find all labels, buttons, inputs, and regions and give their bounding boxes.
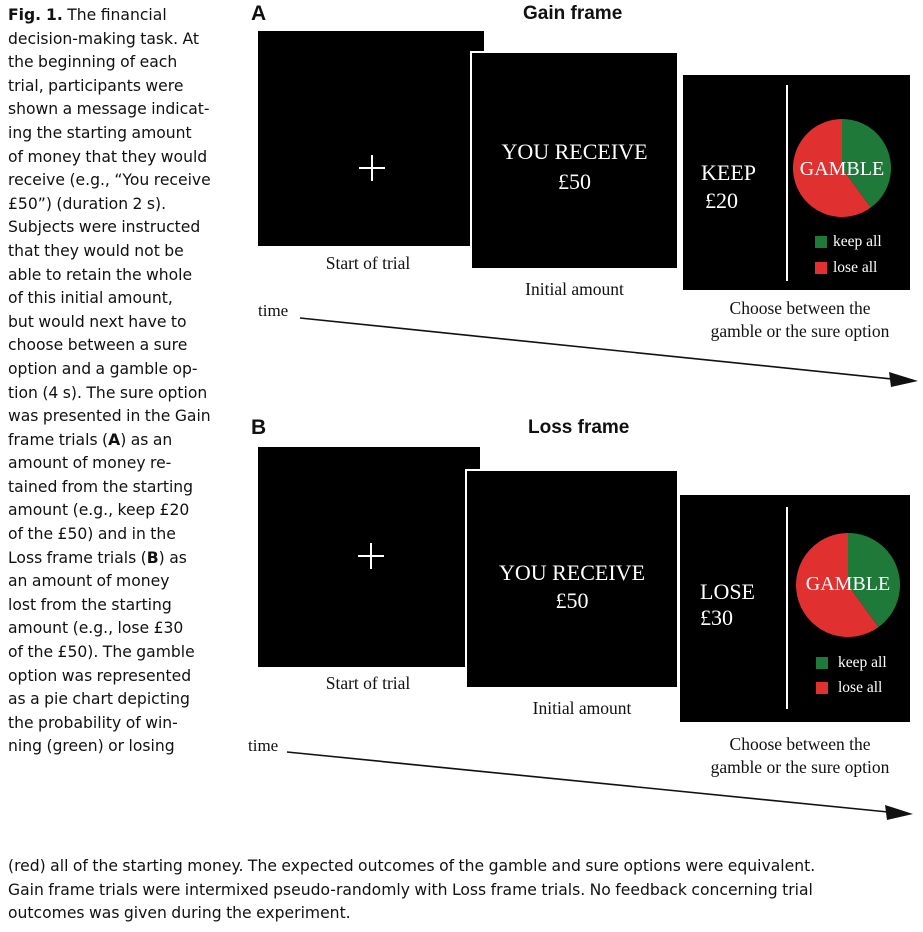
caption-line: Loss frame trials ( <box>8 548 147 567</box>
caption-line: of the £50) and in the <box>8 525 176 544</box>
caption-line: as a pie chart depicting <box>8 690 190 709</box>
figure-label: Fig. 1. <box>8 6 63 24</box>
caption-line: of money that they would <box>8 147 208 166</box>
choice-divider <box>786 507 788 709</box>
caption-line: able to retain the whole <box>8 265 193 284</box>
panel-ref-a: A <box>108 430 121 449</box>
pie-slice-lose <box>792 119 871 217</box>
pie-slice-keep <box>842 119 891 208</box>
legend-keep-text: keep all <box>838 654 887 671</box>
caption-line: ) as <box>158 548 187 567</box>
time-arrowhead-a <box>889 372 918 387</box>
sure-option-text: KEEP <box>701 160 756 185</box>
initial-amount-value: £50 <box>555 588 589 613</box>
caption-line: amount (e.g., lose £30 <box>8 619 184 638</box>
caption-line: receive (e.g., “You receive <box>8 171 211 190</box>
caption-line: tained from the starting <box>8 477 194 496</box>
choose-label-line: gamble or the sure option <box>710 321 890 341</box>
choice-divider <box>786 85 788 281</box>
caption-line: amount of money re- <box>8 454 172 473</box>
initial-amount-label: Initial amount <box>525 279 624 299</box>
choice-screen: LOSE £30 GAMBLE keep all lose all <box>680 495 910 722</box>
caption-line: outcomes was given during the experiment… <box>8 904 351 923</box>
time-label: time <box>248 736 279 755</box>
fixation-cross-icon <box>358 543 384 569</box>
caption-line: was presented in the Gain <box>8 407 211 426</box>
gamble-label: GAMBLE <box>805 573 891 595</box>
caption-line: an amount of money <box>8 572 170 591</box>
legend-keep-text: keep all <box>833 233 882 250</box>
choice-screen: KEEP £20 GAMBLE keep all lose all <box>683 75 910 290</box>
figure-caption-side: Fig. 1. The financial decision-making ta… <box>8 4 246 759</box>
caption-line: ) as an <box>120 430 173 449</box>
start-of-trial-screen <box>258 447 480 667</box>
time-arrow-line-a <box>299 317 893 380</box>
sure-option-value: £30 <box>700 605 733 630</box>
caption-line: (red) all of the starting money. The exp… <box>8 857 816 875</box>
legend-lose-swatch <box>815 262 827 274</box>
caption-line: ning (green) or losing <box>8 737 175 756</box>
pie-slice-keep <box>848 533 900 628</box>
caption-line: Subjects were instructed <box>8 218 201 237</box>
initial-amount-screen: YOU RECEIVE £50 <box>472 53 677 268</box>
choose-label: Choose between the gamble or the sure op… <box>680 733 920 779</box>
sure-option-text: LOSE <box>700 579 755 604</box>
gamble-pie-chart <box>795 533 900 637</box>
gamble-pie-chart <box>792 119 891 217</box>
caption-line: the probability of win- <box>8 713 178 732</box>
caption-line: The financial <box>62 6 167 24</box>
caption-line: of this initial amount, <box>8 289 173 308</box>
caption-line: decision-making task. At <box>8 29 199 48</box>
legend-lose-swatch <box>816 682 828 694</box>
choose-label-line: gamble or the sure option <box>710 757 890 777</box>
caption-line: ing the starting amount <box>8 123 192 142</box>
choose-label: Choose between the gamble or the sure op… <box>680 297 920 343</box>
start-of-trial-label: Start of trial <box>325 673 411 693</box>
initial-amount-label: Initial amount <box>532 698 632 718</box>
start-of-trial-label: Start of trial <box>325 253 411 273</box>
caption-line: that they would not be <box>8 241 184 260</box>
caption-line: but would next have to <box>8 312 187 331</box>
fixation-cross-icon <box>359 155 385 181</box>
caption-line: Gain frame trials were intermixed pseudo… <box>8 880 813 899</box>
caption-line: £50”) (duration 2 s). <box>8 194 167 213</box>
time-arrowhead-b <box>885 805 913 820</box>
legend-keep-swatch <box>816 657 828 669</box>
pie-slice-lose <box>795 533 879 637</box>
caption-line: choose between a sure <box>8 336 188 355</box>
sure-option-value: £20 <box>705 188 738 213</box>
frame-title: Loss frame <box>528 417 630 438</box>
caption-line: the beginning of each <box>8 53 178 72</box>
caption-line: lost from the starting <box>8 595 172 614</box>
initial-amount-value: £50 <box>558 169 591 194</box>
panel-letter: B <box>251 416 267 439</box>
caption-line: amount (e.g., keep £20 <box>8 501 190 520</box>
caption-line: tion (4 s). The sure option <box>8 383 208 402</box>
choose-label-line: Choose between the <box>729 734 871 754</box>
initial-amount-screen: YOU RECEIVE £50 <box>467 471 677 687</box>
panel-ref-b: B <box>146 548 159 567</box>
initial-amount-text: YOU RECEIVE <box>501 139 648 164</box>
legend-keep-swatch <box>815 236 827 248</box>
time-label: time <box>258 301 289 320</box>
time-arrow-line-b <box>286 751 889 813</box>
panel-letter: A <box>251 2 267 25</box>
initial-amount-text: YOU RECEIVE <box>498 560 646 585</box>
choose-label-line: Choose between the <box>729 298 871 318</box>
figure-caption-bottom: (red) all of the starting money. The exp… <box>8 855 918 926</box>
legend-lose-text: lose all <box>833 259 878 276</box>
caption-line: shown a message indicat- <box>8 100 210 119</box>
legend-lose-text: lose all <box>838 679 883 696</box>
gamble-label: GAMBLE <box>799 158 885 180</box>
caption-line: frame trials ( <box>8 430 109 449</box>
caption-line: option was represented <box>8 666 192 685</box>
caption-line: of the £50). The gamble <box>8 643 195 662</box>
caption-line: trial, participants were <box>8 76 184 95</box>
caption-line: option and a gamble op- <box>8 359 198 378</box>
frame-title: Gain frame <box>523 3 623 24</box>
start-of-trial-screen <box>258 31 484 246</box>
